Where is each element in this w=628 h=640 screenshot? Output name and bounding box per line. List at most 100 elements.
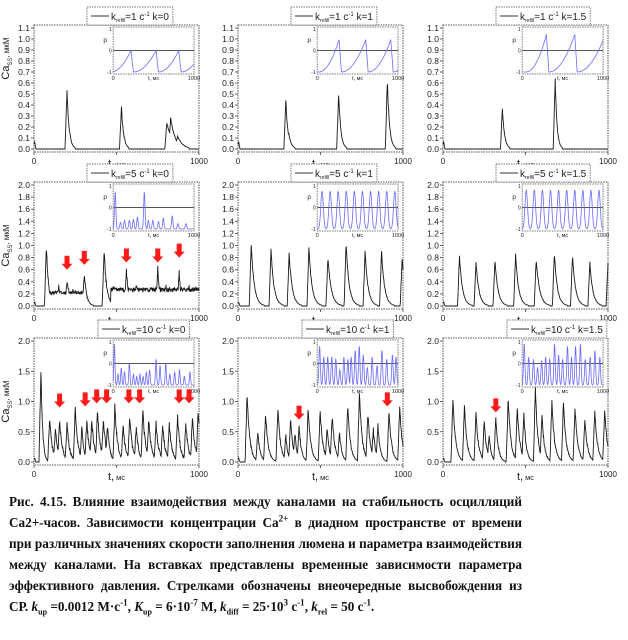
inset-x-tick-label: 0 (521, 76, 524, 82)
legend-sup: -1 (365, 325, 371, 331)
inset-p-trace-line (113, 49, 195, 73)
legend-k-value: k=1.5 (559, 12, 587, 23)
y-tick-label: 0.3 (222, 111, 234, 121)
inset-x-tick-label: 0 (112, 233, 115, 239)
legend-label: krefill=10 c-1 k=1 (326, 325, 390, 337)
legend-sup: -1 (348, 169, 354, 175)
legend-sub: refill (331, 331, 340, 337)
x-axis-label-unit: мс (523, 473, 534, 482)
x-tick-label: 1000 (599, 470, 617, 479)
legend-sub: refill (536, 331, 545, 337)
x-tick-label: 0 (236, 470, 241, 479)
legend-value: =5 c (125, 169, 144, 180)
y-axis-label-unit: , мкМ (2, 224, 11, 244)
legend-k-value: k=1.5 (559, 169, 587, 180)
legend-k-value: k=1 (354, 169, 374, 180)
y-axis-label: CaSS, мкМ (0, 380, 14, 423)
y-tick-label: 2.0 (222, 336, 234, 346)
inset-y-label: p (103, 37, 107, 44)
legend-sup: -1 (144, 169, 150, 175)
legend-box (495, 6, 591, 26)
inset-y-tick-label: 0 (313, 361, 316, 367)
y-tick-label: 0.0 (427, 457, 439, 467)
y-axis-label-unit: , мкМ (2, 37, 11, 57)
inset-x-tick-label: 0 (316, 389, 319, 395)
legend-sub: refill (525, 175, 534, 181)
param-sup: 3 (283, 597, 289, 608)
x-tick-label: 1000 (394, 314, 412, 323)
legend-box (86, 6, 174, 26)
inset-p-trace-line (317, 190, 399, 230)
caption-end: . (371, 599, 375, 614)
legend-label: krefill=1 c-1 k=1.5 (520, 12, 587, 24)
param-value: =0.0012 M·c (47, 599, 121, 614)
inset-y-tick-label: -1 (516, 227, 521, 233)
inset-y-label: p (512, 350, 516, 357)
inset-y-tick-label: 0 (518, 205, 521, 211)
legend-k-value: k=1 (354, 12, 374, 23)
legend: krefill=1 c-1 k=1.5 (495, 6, 591, 26)
inset-x-label: t, мс (557, 233, 568, 239)
y-tick-label: 0.3 (427, 111, 439, 121)
y-tick-label: 2.0 (18, 336, 30, 346)
y-tick-label: 0.2 (222, 122, 234, 132)
y-tick-label: 0.4 (18, 100, 30, 110)
y-tick-label: 1.2 (222, 228, 234, 238)
x-tick-label: 1000 (190, 470, 208, 479)
y-tick-label: 1.0 (18, 397, 30, 407)
extra-release-arrow-icon (173, 243, 185, 258)
inset-y-tick-label: 1 (313, 184, 316, 190)
inset-x-tick-label: 0 (316, 76, 319, 82)
x-tick-label: 1000 (190, 157, 208, 166)
param-k-rel: k (311, 599, 318, 614)
param-sub: diff (226, 607, 239, 617)
inset-y-tick-label: -1 (311, 383, 316, 389)
x-axis-label: t, мс (312, 471, 329, 483)
y-tick-label: 0.4 (222, 100, 234, 110)
ca-trace-line (33, 90, 199, 150)
inset-x-tick-label: 0 (112, 76, 115, 82)
y-tick-label: 0.4 (427, 100, 439, 110)
ca-trace-line (237, 393, 404, 463)
inset-x-label: t, мс (352, 389, 363, 395)
inset-x-label: t, мс (148, 233, 159, 239)
y-tick-label: 1.1 (427, 23, 439, 33)
panel-refill1-1.5: 0.00.10.20.30.40.50.60.70.80.91.01.10 100… (427, 6, 617, 170)
x-tick-label: 1000 (190, 314, 208, 323)
y-tick-label: 1.2 (427, 228, 439, 238)
panel-refill1-0: 0.00.10.20.30.40.50.60.70.80.91.01.10 100… (0, 6, 208, 170)
inset-p-trace-line (522, 34, 604, 73)
param-sub: rel (317, 607, 328, 617)
y-tick-label: 0.6 (222, 265, 234, 275)
x-tick-label: 0 (441, 314, 446, 323)
param-value: = 25·10 (238, 599, 284, 614)
y-tick-label: 0.7 (427, 67, 439, 77)
inset-y-tick-label: 1 (518, 340, 521, 346)
panel-refill5-0: 0.0 0.2 0.4 0.6 0.8 1.0 1.2 1.4 1.6 1.8 2.0 0 1000 t,… (0, 163, 208, 327)
legend-value: =10 c (136, 325, 161, 336)
legend-sup: -1 (161, 325, 167, 331)
legend-box (97, 319, 190, 339)
y-tick-label: 0.5 (222, 427, 234, 437)
inset-y-tick-label: 0 (109, 48, 112, 54)
ca-trace-line (442, 386, 609, 463)
legend: krefill=5 c-1 k=0 (86, 163, 174, 183)
inset-p-trace-line (112, 344, 195, 386)
inset-x-label: t, мс (352, 76, 363, 82)
legend-value: =1 c (329, 12, 348, 23)
y-tick-label: 1.0 (18, 34, 30, 44)
y-tick-label: 0.6 (18, 265, 30, 275)
inset-y-tick-label: -1 (107, 383, 112, 389)
y-axis-label-unit: , мкМ (2, 380, 11, 400)
y-tick-label: 0.8 (222, 253, 234, 263)
legend-k-value: k=0 (150, 169, 170, 180)
inset-p-trace-line (317, 39, 399, 73)
y-tick-label: 1.8 (222, 192, 234, 202)
y-tick-label: 0.0 (18, 144, 30, 154)
inset-y-label: p (307, 194, 311, 201)
param-k-up: k (31, 599, 39, 614)
param-sup: -1 (120, 597, 128, 608)
